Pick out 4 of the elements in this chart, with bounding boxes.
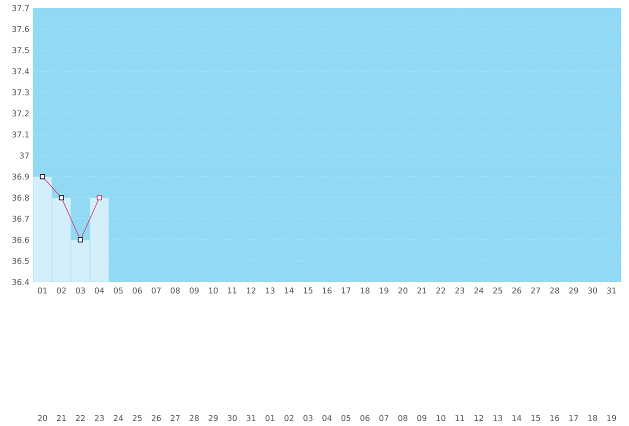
point <box>96 195 102 200</box>
point <box>40 174 46 180</box>
point <box>78 237 84 242</box>
point <box>58 195 64 200</box>
